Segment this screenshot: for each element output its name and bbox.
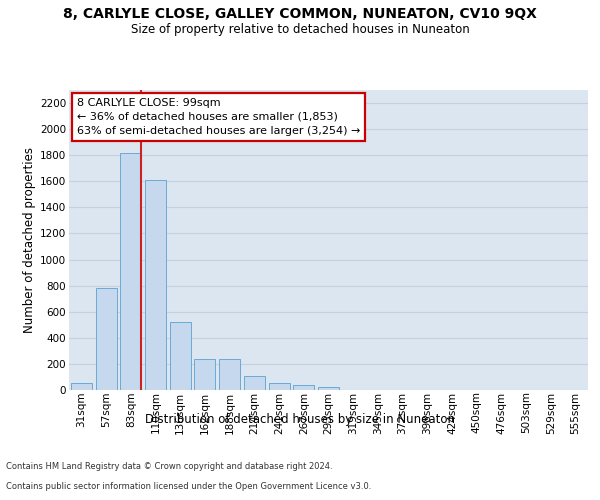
Bar (318, 388, 339, 390)
Bar (244, 376, 265, 390)
Text: Contains public sector information licensed under the Open Government Licence v3: Contains public sector information licen… (6, 482, 371, 491)
Bar (269, 383, 290, 390)
Text: Size of property relative to detached houses in Nuneaton: Size of property relative to detached ho… (131, 22, 469, 36)
Bar (194, 358, 215, 390)
Bar (71, 383, 92, 390)
Text: 8, CARLYLE CLOSE, GALLEY COMMON, NUNEATON, CV10 9QX: 8, CARLYLE CLOSE, GALLEY COMMON, NUNEATO… (63, 8, 537, 22)
Bar (120, 152, 141, 390)
Text: Distribution of detached houses by size in Nuneaton: Distribution of detached houses by size … (145, 412, 455, 426)
Bar (293, 385, 314, 390)
Bar (145, 180, 166, 390)
Text: 8 CARLYLE CLOSE: 99sqm
← 36% of detached houses are smaller (1,853)
63% of semi-: 8 CARLYLE CLOSE: 99sqm ← 36% of detached… (77, 98, 360, 136)
Bar (219, 358, 240, 390)
Bar (95, 288, 116, 390)
Y-axis label: Number of detached properties: Number of detached properties (23, 147, 36, 333)
Bar (170, 322, 191, 390)
Text: Contains HM Land Registry data © Crown copyright and database right 2024.: Contains HM Land Registry data © Crown c… (6, 462, 332, 471)
